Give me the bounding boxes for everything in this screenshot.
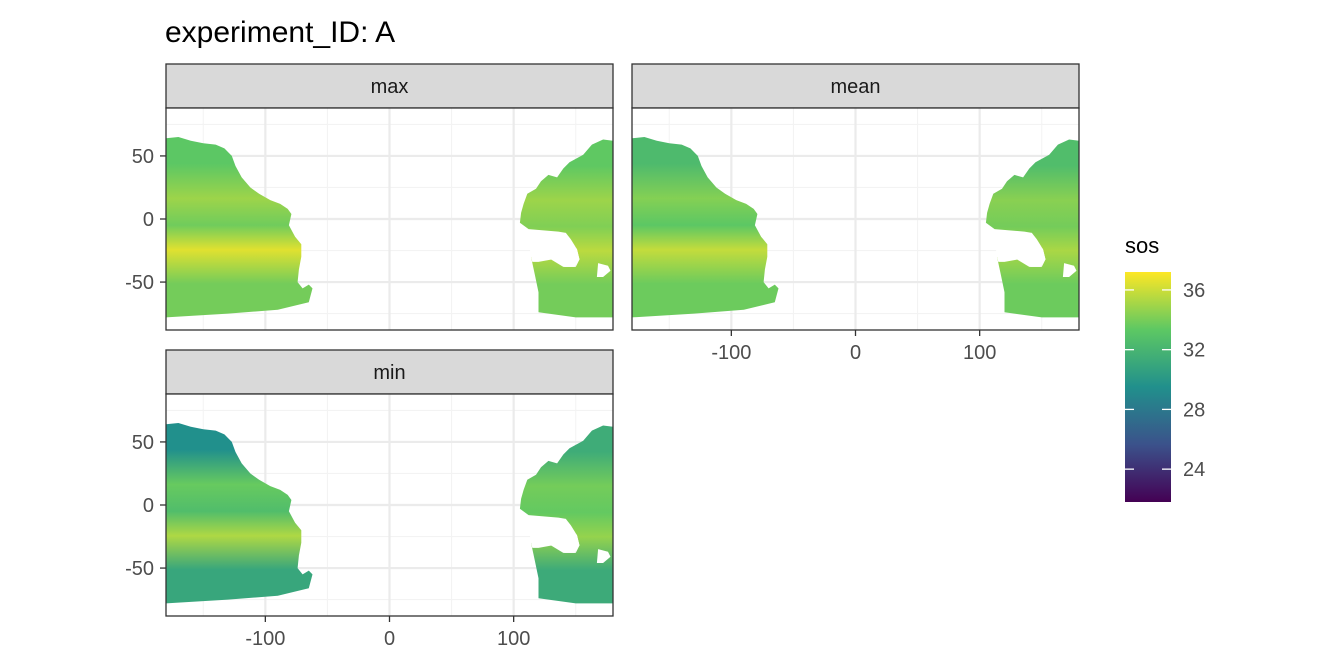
strip-max [165,63,614,109]
y-tick-label: 50 [132,432,154,454]
facet-panel-min: min 50 0 -50 -100 0 100 [125,349,614,650]
landmass-new-zealand [596,549,611,563]
x-tick-label: -100 [245,628,285,650]
ocean-field-west-pacific [985,139,1079,318]
legend-tick-label: 32 [1183,340,1205,362]
legend-colorbar [1125,272,1171,502]
strip-label-min: min [373,362,405,384]
color-legend: sos 36 32 28 24 [1125,233,1205,502]
legend-tick-label: 28 [1183,399,1205,421]
y-tick-label: 50 [132,146,154,168]
legend-tick-label: 24 [1183,459,1205,481]
ocean-field-east-pacific [632,137,779,318]
ocean-field-west-pacific [519,139,613,318]
x-tick-label: 0 [850,342,861,364]
facet-panel-max: max 50 0 -50 [125,63,614,331]
x-tick-label: 100 [497,628,530,650]
x-tick-label: 100 [963,342,996,364]
landmass-australia [529,518,580,553]
y-tick-label: -50 [125,272,154,294]
strip-label-max: max [371,76,409,98]
ocean-field-east-pacific [166,423,313,604]
y-tick-label: -50 [125,558,154,580]
ocean-field-west-pacific [519,425,613,604]
landmass-australia [529,232,580,267]
ocean-field-east-pacific [166,137,313,318]
legend-title: sos [1125,233,1159,258]
strip-mean [631,63,1080,109]
y-tick-label: 0 [143,209,154,231]
legend-tick-label: 36 [1183,280,1205,302]
x-tick-label: -100 [711,342,751,364]
landmass-australia [995,232,1046,267]
facet-panel-mean: mean -100 0 100 [631,63,1080,364]
landmass-new-zealand [1062,263,1077,277]
strip-label-mean: mean [830,76,880,98]
chart-title: experiment_ID: A [165,16,395,49]
x-tick-label: 0 [384,628,395,650]
y-tick-label: 0 [143,495,154,517]
landmass-new-zealand [596,263,611,277]
facet-panels: max 50 0 -50 mean -100 0 100 min 50 0 -50 -100 0 100 [125,63,1080,650]
